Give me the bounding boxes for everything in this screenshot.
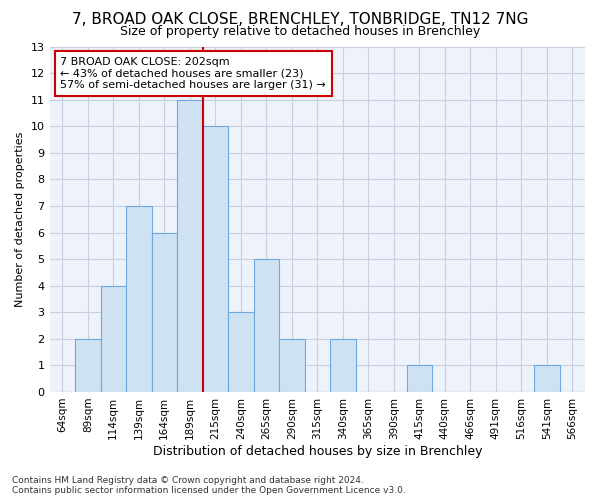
Bar bbox=[254, 259, 279, 392]
Bar bbox=[279, 339, 305, 392]
Bar bbox=[330, 339, 356, 392]
Bar bbox=[407, 366, 432, 392]
Text: 7, BROAD OAK CLOSE, BRENCHLEY, TONBRIDGE, TN12 7NG: 7, BROAD OAK CLOSE, BRENCHLEY, TONBRIDGE… bbox=[72, 12, 528, 28]
Bar bbox=[177, 100, 203, 392]
Bar bbox=[126, 206, 152, 392]
Bar bbox=[203, 126, 228, 392]
Text: Size of property relative to detached houses in Brenchley: Size of property relative to detached ho… bbox=[120, 25, 480, 38]
Bar bbox=[534, 366, 560, 392]
X-axis label: Distribution of detached houses by size in Brenchley: Distribution of detached houses by size … bbox=[152, 444, 482, 458]
Text: 7 BROAD OAK CLOSE: 202sqm
← 43% of detached houses are smaller (23)
57% of semi-: 7 BROAD OAK CLOSE: 202sqm ← 43% of detac… bbox=[60, 57, 326, 90]
Bar bbox=[228, 312, 254, 392]
Text: Contains HM Land Registry data © Crown copyright and database right 2024.
Contai: Contains HM Land Registry data © Crown c… bbox=[12, 476, 406, 495]
Bar bbox=[75, 339, 101, 392]
Bar bbox=[101, 286, 126, 392]
Y-axis label: Number of detached properties: Number of detached properties bbox=[15, 132, 25, 307]
Bar bbox=[152, 232, 177, 392]
